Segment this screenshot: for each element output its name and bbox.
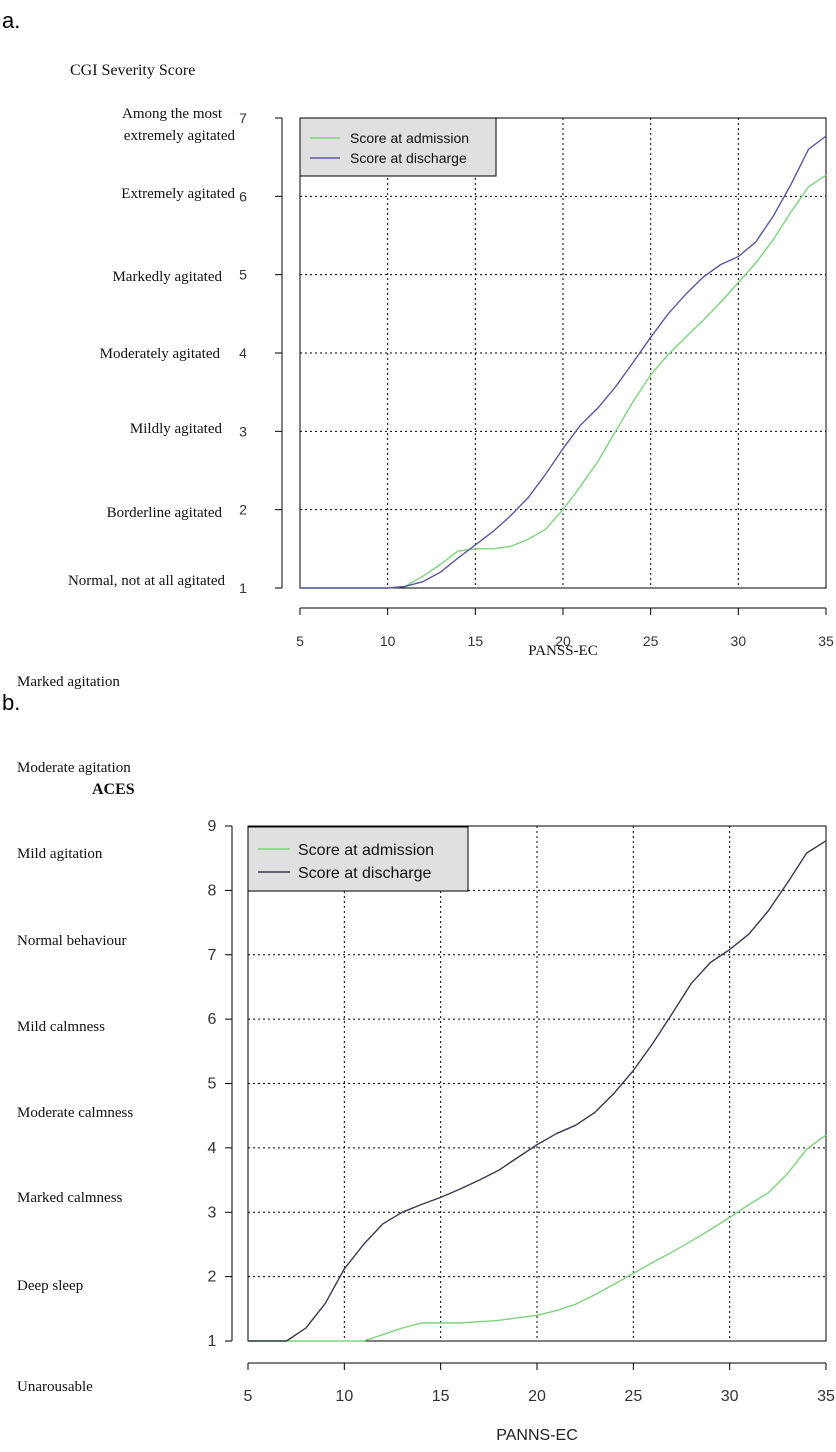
level-label-6-line2: extremely agitated — [124, 128, 236, 144]
x-tick-label-25: 25 — [643, 633, 659, 649]
y-tick-label-9: 9 — [208, 818, 217, 835]
y-tick-label-5: 5 — [239, 267, 247, 283]
level-label-1: Borderline agitated — [107, 505, 223, 521]
panel-a-series — [300, 135, 827, 589]
level-label-1: Deep sleep — [17, 1278, 83, 1294]
x-tick-label-30: 30 — [731, 633, 747, 649]
panel-b-legend-label-admission: Score at admission — [298, 842, 434, 859]
y-tick-label-6: 6 — [208, 1011, 217, 1028]
level-label-0: Normal, not at all agitated — [68, 573, 226, 589]
y-tick-label-2: 2 — [239, 502, 247, 518]
panel-b-level-labels: Unarousable Deep sleep Marked calmness Mode… — [17, 674, 133, 1395]
panel-a-legend: Score at admission Score at discharge — [299, 117, 497, 177]
panel-b-x-axis: 5 10 15 20 25 30 35 — [244, 1362, 835, 1405]
y-tick-label-8: 8 — [208, 882, 217, 899]
series-line-discharge — [248, 840, 827, 1342]
panel-a: a. CGI Severity Score Normal, not at all… — [2, 8, 834, 659]
y-tick-label-2: 2 — [208, 1269, 217, 1286]
level-label-6-line1: Among the most — [122, 106, 223, 122]
y-tick-label-5: 5 — [208, 1076, 217, 1093]
y-tick-label-7: 7 — [208, 947, 217, 964]
level-label-3: Moderately agitated — [100, 346, 221, 362]
panel-b-series — [248, 840, 827, 1342]
level-label-5: Normal behaviour — [17, 933, 127, 949]
panel-b-legend-label-discharge: Score at discharge — [298, 865, 432, 882]
x-tick-label-35: 35 — [818, 633, 834, 649]
level-label-7: Moderate agitation — [17, 760, 131, 776]
panel-a-legend-label-admission: Score at admission — [350, 130, 469, 146]
x-tick-label-5: 5 — [296, 633, 304, 649]
x-tick-label-15: 15 — [468, 633, 484, 649]
x-tick-label-35: 35 — [817, 1388, 835, 1405]
level-label-3: Moderate calmness — [17, 1105, 133, 1121]
panel-a-x-axis: 5 10 15 20 25 30 35 — [296, 607, 834, 649]
x-tick-label-25: 25 — [624, 1388, 642, 1405]
y-tick-label-1: 1 — [208, 1333, 217, 1350]
series-line-admission — [248, 1134, 827, 1342]
panel-a-level-labels: Normal, not at all agitated Borderline ag… — [68, 106, 236, 589]
y-tick-label-3: 3 — [239, 423, 247, 439]
x-tick-label-15: 15 — [432, 1388, 450, 1405]
series-line-discharge — [300, 135, 827, 589]
panel-b-letter: b. — [2, 690, 20, 715]
y-tick-label-4: 4 — [239, 345, 247, 361]
panel-a-letter: a. — [2, 8, 20, 33]
level-label-2: Marked calmness — [17, 1190, 123, 1206]
x-tick-label-20: 20 — [555, 633, 571, 649]
panel-b-legend-box — [247, 826, 469, 892]
level-label-5: Extremely agitated — [121, 186, 235, 202]
x-tick-label-20: 20 — [528, 1388, 546, 1405]
y-tick-label-1: 1 — [239, 580, 247, 596]
x-tick-label-10: 10 — [335, 1388, 353, 1405]
y-tick-label-4: 4 — [208, 1140, 217, 1157]
level-label-4: Markedly agitated — [112, 269, 222, 285]
panel-a-legend-box — [299, 117, 497, 177]
level-label-2: Mildly agitated — [130, 421, 223, 437]
x-tick-label-30: 30 — [721, 1388, 739, 1405]
level-label-6: Mild agitation — [17, 846, 103, 862]
panel-b-legend: Score at admission Score at discharge — [247, 826, 469, 892]
level-label-0: Unarousable — [17, 1379, 93, 1395]
level-label-8: Marked agitation — [17, 674, 120, 690]
level-label-4: Mild calmness — [17, 1019, 105, 1035]
y-tick-label-7: 7 — [239, 110, 247, 126]
series-line-admission — [300, 174, 827, 589]
y-tick-label-3: 3 — [208, 1204, 217, 1221]
panel-a-y-axis: 1 2 3 4 5 6 7 — [239, 110, 283, 596]
x-tick-label-5: 5 — [244, 1388, 253, 1405]
panel-b-x-label: PANNS-EC — [496, 1427, 578, 1444]
y-tick-label-6: 6 — [239, 188, 247, 204]
x-tick-label-10: 10 — [380, 633, 396, 649]
panel-a-title: CGI Severity Score — [70, 62, 195, 79]
panel-a-x-label: PANSS-EC — [528, 643, 597, 659]
panel-a-legend-label-discharge: Score at discharge — [350, 150, 467, 166]
panel-b-y-axis: 1 2 3 4 5 6 7 8 9 — [208, 818, 233, 1350]
panel-b: b. ACES Unarousable Deep sleep Marked calm… — [2, 674, 835, 1444]
panel-b-title: ACES — [92, 781, 135, 798]
